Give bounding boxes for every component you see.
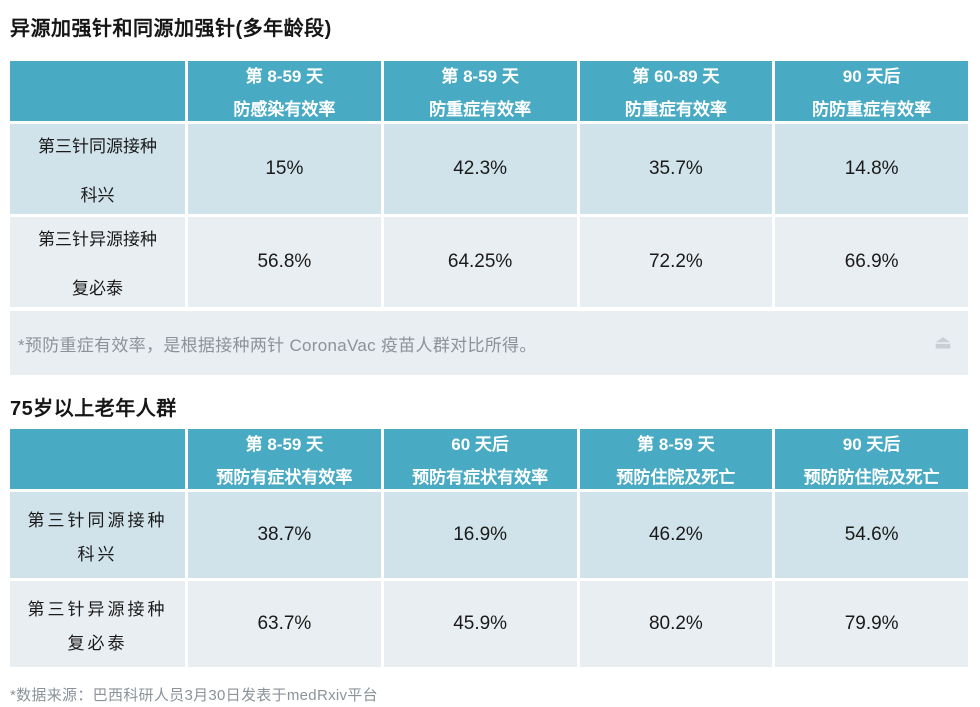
table-cell: 79.9%	[775, 581, 968, 667]
corner-cell	[10, 61, 185, 121]
header-line: 90 天后	[842, 67, 901, 86]
table-cell: 42.3%	[383, 124, 577, 214]
header-line: 第 8-59 天	[245, 67, 324, 86]
table-cell: 35.7%	[579, 124, 773, 214]
column-header: 第 60-89 天 防重症有效率	[579, 61, 773, 121]
row-label: 第三针异源接种 复必泰	[10, 217, 185, 307]
header-line: 60 天后	[451, 435, 509, 454]
header-line: 预防住院及死亡	[616, 468, 736, 487]
header-line: 防防重症有效率	[812, 100, 932, 119]
header-line: 防重症有效率	[624, 100, 727, 119]
section1-title: 异源加强针和同源加强针(多年龄段)	[10, 18, 332, 40]
column-header: 第 8-59 天 预防住院及死亡	[579, 429, 773, 489]
row-label: 第三针同源接种 科兴	[10, 124, 185, 214]
table-cell: 15%	[188, 124, 381, 214]
table1-footnote: *预防重症有效率，是根据接种两针 CoronaVac 疫苗人群对比所得。	[18, 335, 537, 355]
header-line: 第 8-59 天	[441, 67, 519, 86]
row-label-line: 第三针异源接种	[27, 599, 168, 619]
table-cell: 72.2%	[579, 217, 773, 307]
row-label-line: 第三针同源接种	[27, 510, 168, 530]
table-cell: 64.25%	[383, 217, 577, 307]
table-cell: 66.9%	[775, 217, 968, 307]
header-line: 90 天后	[842, 435, 901, 454]
table1-footnote-band: *预防重症有效率，是根据接种两针 CoronaVac 疫苗人群对比所得。 ⏏	[10, 311, 968, 375]
header-line: 防感染有效率	[233, 100, 336, 119]
row-label-line: 复必泰	[67, 633, 128, 653]
corner-cell	[10, 429, 185, 489]
header-line: 预防防住院及死亡	[803, 468, 940, 487]
table-cell: 14.8%	[775, 124, 968, 214]
table-cell: 80.2%	[579, 581, 773, 667]
header-line: 第 60-89 天	[632, 67, 720, 86]
row-label: 第三针异源接种 复必泰	[10, 581, 185, 667]
row-label-line: 复必泰	[72, 279, 123, 298]
table-cell: 16.9%	[383, 492, 577, 578]
table-cell: 38.7%	[188, 492, 381, 578]
header-line: 预防有症状有效率	[216, 468, 353, 487]
data-source-note: *数据来源：巴西科研人员3月30日发表于medRxiv平台	[10, 687, 378, 704]
table-cell: 63.7%	[188, 581, 381, 667]
column-header: 第 8-59 天 预防有症状有效率	[188, 429, 381, 489]
column-header: 60 天后 预防有症状有效率	[383, 429, 577, 489]
table-elderly-75plus: 第 8-59 天 预防有症状有效率 60 天后 预防有症状有效率 第 8-59 …	[10, 429, 968, 667]
table-cell: 56.8%	[188, 217, 381, 307]
header-line: 防重症有效率	[429, 100, 532, 119]
table-cell: 54.6%	[775, 492, 968, 578]
column-header: 90 天后 预防防住院及死亡	[775, 429, 968, 489]
row-label: 第三针同源接种 科兴	[10, 492, 185, 578]
column-header: 第 8-59 天 防重症有效率	[383, 61, 577, 121]
header-line: 第 8-59 天	[637, 435, 715, 454]
table-cell: 46.2%	[579, 492, 773, 578]
eject-icon: ⏏	[934, 332, 952, 354]
column-header: 第 8-59 天 防感染有效率	[188, 61, 381, 121]
table-boosters-all-ages: 第 8-59 天 防感染有效率 第 8-59 天 防重症有效率 第 60-89 …	[10, 61, 968, 307]
column-header: 90 天后 防防重症有效率	[775, 61, 968, 121]
header-line: 第 8-59 天	[245, 435, 324, 454]
row-label-line: 第三针同源接种	[38, 137, 157, 156]
section2-title: 75岁以上老年人群	[10, 398, 177, 420]
header-line: 预防有症状有效率	[412, 468, 549, 487]
table-cell: 45.9%	[383, 581, 577, 667]
row-label-line: 第三针异源接种	[38, 230, 157, 249]
row-label-line: 科兴	[77, 544, 118, 564]
row-label-line: 科兴	[80, 186, 115, 205]
